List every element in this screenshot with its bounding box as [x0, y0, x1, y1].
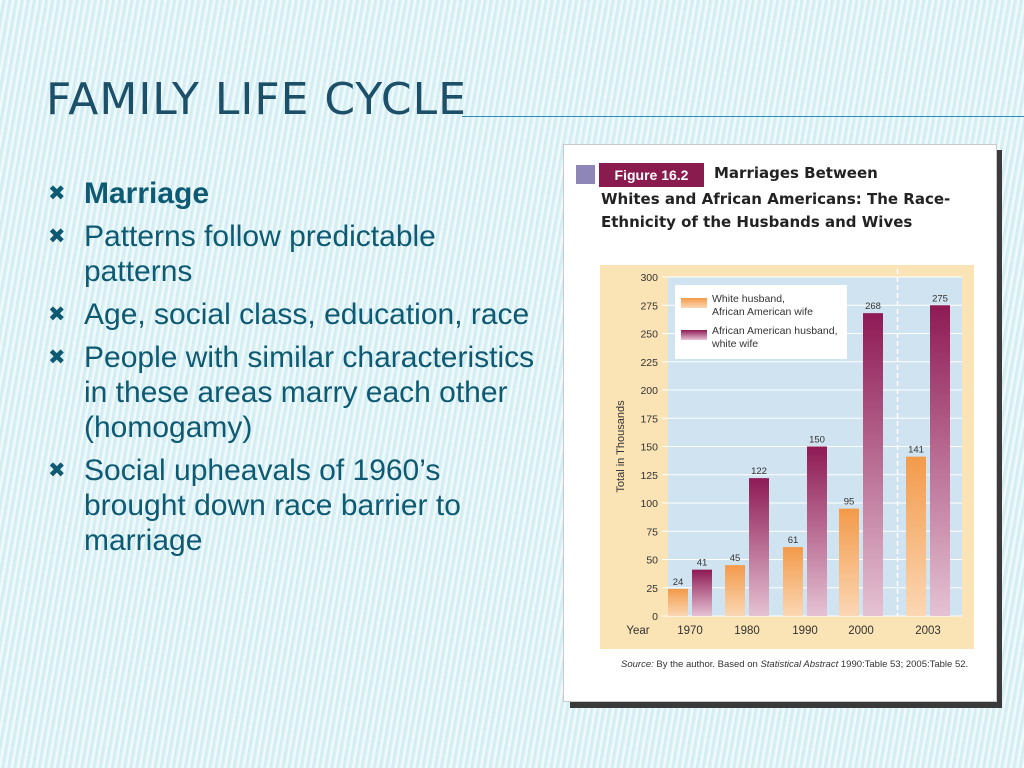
y-tick-label: 100: [640, 498, 658, 510]
legend-label: African American husband,: [712, 325, 838, 337]
bullet-text: Age, social class, education, race: [84, 298, 530, 331]
y-tick-label: 125: [640, 470, 658, 482]
bar-white-husband: [725, 565, 745, 616]
legend-label: African American wife: [712, 306, 813, 318]
data-label: 95: [844, 497, 855, 508]
y-tick-label: 0: [652, 611, 658, 623]
title-rule: [462, 116, 1024, 117]
source-text: By the author. Based on: [656, 659, 758, 670]
bar-african-american-husband: [749, 478, 769, 616]
y-axis-label: Total in Thousands: [615, 400, 627, 493]
x-tick-label: 2000: [848, 625, 874, 637]
data-label: 122: [751, 466, 767, 477]
legend-box: [675, 285, 847, 359]
bar-african-american-husband: [863, 313, 883, 616]
x-bullet-icon: ✖: [48, 225, 66, 248]
bar-white-husband: [668, 588, 688, 616]
data-label: 41: [697, 558, 708, 569]
figure-label: Figure 16.2: [599, 163, 704, 187]
bar-chart: 0 25 50 75 100 125 150 175 200 225 250 275 300 Total …: [600, 265, 974, 649]
y-tick-label: 300: [640, 272, 658, 284]
source-text-end: 1990:Table 53; 2005:Table 52.: [840, 659, 969, 670]
bullet-text: Social upheavals of 1960’s brought down …: [84, 454, 461, 557]
bullet-text: Patterns follow predictable patterns: [84, 220, 436, 288]
figure-title: Marriages Between: [714, 164, 878, 182]
x-bullet-icon: ✖: [48, 182, 66, 205]
bar-african-american-husband: [692, 569, 712, 616]
data-label: 275: [932, 293, 948, 304]
y-tick-label: 275: [640, 300, 658, 312]
figure-title-continued: Whites and African Americans: The Race-E…: [601, 190, 951, 231]
y-tick-label: 25: [646, 583, 658, 595]
x-bullet-icon: ✖: [48, 303, 66, 326]
data-label: 61: [788, 535, 799, 546]
bar-white-husband: [783, 547, 803, 616]
x-axis-label: Year: [626, 625, 649, 637]
data-label: 45: [730, 553, 741, 564]
y-tick-label: 200: [640, 385, 658, 397]
bullet-item: ✖ People with similar characteristics in…: [48, 340, 538, 445]
figure-panel: Figure 16.2 Marriages Between Whites and…: [563, 144, 997, 702]
legend-swatch: [681, 330, 707, 340]
bullet-text: Marriage: [84, 177, 210, 210]
bullet-item: ✖ Social upheavals of 1960’s brought dow…: [48, 453, 538, 558]
x-bullet-icon: ✖: [48, 459, 66, 482]
bar-white-husband: [839, 508, 859, 616]
legend-swatch: [681, 298, 707, 308]
page-title: FAMILY LIFE CYCLE: [46, 74, 467, 125]
bullet-list: ✖ Marriage ✖ Patterns follow predictable…: [48, 176, 538, 566]
y-tick-label: 175: [640, 413, 658, 425]
source-label: Source:: [621, 659, 654, 670]
bar-african-american-husband: [930, 305, 950, 616]
data-label: 141: [908, 445, 924, 456]
y-tick-label: 150: [640, 442, 658, 454]
y-tick-label: 250: [640, 329, 658, 341]
x-tick-label: 2003: [915, 625, 941, 637]
legend-label: white wife: [711, 338, 758, 350]
x-tick-label: 1980: [734, 625, 760, 637]
data-label: 24: [673, 577, 684, 588]
x-tick-label: 1970: [677, 625, 703, 637]
bar-white-husband: [906, 456, 926, 616]
y-tick-label: 50: [646, 555, 658, 567]
bullet-text: People with similar characteristics in t…: [84, 341, 535, 444]
bullet-item: ✖ Marriage: [48, 176, 538, 211]
x-bullet-icon: ✖: [48, 346, 66, 369]
source-italic: Statistical Abstract: [760, 659, 839, 670]
data-label: 150: [809, 435, 825, 446]
data-label: 268: [865, 301, 881, 312]
y-tick-label: 75: [646, 526, 658, 538]
legend-label: White husband,: [712, 293, 785, 305]
x-tick-label: 1990: [792, 625, 818, 637]
y-tick-label: 225: [640, 357, 658, 369]
bullet-item: ✖ Patterns follow predictable patterns: [48, 219, 538, 289]
bullet-item: ✖ Age, social class, education, race: [48, 297, 538, 332]
bar-african-american-husband: [807, 446, 827, 616]
figure-source: Source: By the author. Based on Statisti…: [621, 657, 971, 672]
figure-marker-square: [576, 165, 595, 184]
